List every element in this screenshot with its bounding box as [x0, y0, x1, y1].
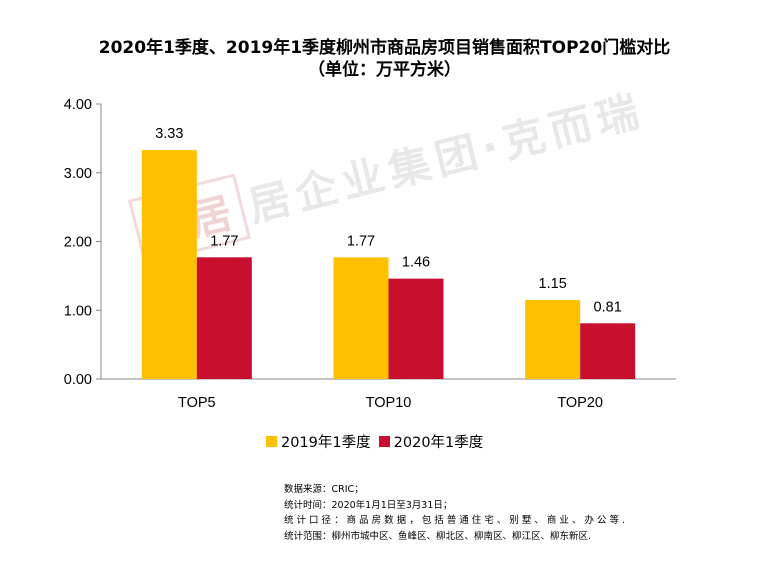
legend-item-2019: 2019年1季度 [266, 431, 371, 452]
y-tick-label: 2.00 [64, 235, 92, 251]
data-label: 1.15 [539, 276, 567, 292]
chart-subtitle-unit: （单位：万平方米） [308, 60, 461, 80]
bar [388, 278, 444, 379]
data-label: 1.77 [347, 233, 375, 249]
data-label: 3.33 [155, 126, 183, 142]
x-tick-label: TOP10 [366, 395, 412, 411]
bar [580, 323, 636, 379]
legend-label-2019: 2019年1季度 [281, 435, 371, 451]
legend-item-2020: 2020年1季度 [378, 431, 484, 452]
bar-chart: 0.00 1.00 2.00 3.00 4.00 TOP5 3.33 1.77 TOP10 1.7… [64, 97, 676, 411]
legend-swatch-2019 [266, 436, 277, 447]
note-area: 统计范围：柳州市城中区、鱼峰区、柳北区、柳南区、柳江区、柳东新区. [284, 530, 592, 542]
bar [525, 299, 581, 379]
y-tick-label: 1.00 [64, 303, 92, 319]
note-scope: 统 计 口 径 ： 商 品 房 数 据 ， 包 括 普 通 住 宅 、 别 墅 … [284, 515, 626, 526]
legend-swatch-2020 [378, 436, 390, 447]
x-tick-label: TOP5 [178, 395, 216, 411]
data-label: 0.81 [594, 299, 622, 315]
bar [141, 150, 197, 379]
data-label: 1.77 [210, 233, 238, 249]
y-tick-label: 4.00 [64, 97, 92, 113]
chart-title: 2020年1季度、2019年1季度柳州市商品房项目销售面积TOP20门槛对比 [98, 38, 671, 58]
x-tick-label: TOP20 [557, 395, 603, 411]
footnotes: 数据来源：CRIC； 统计时间：2020年1月1日至3月31日； 统 计 口 径… [284, 482, 625, 544]
y-tick-label: 0.00 [64, 372, 92, 388]
note-period: 统计时间：2020年1月1日至3月31日； [284, 499, 453, 511]
legend: 2019年1季度 2020年1季度 [266, 431, 491, 452]
bar [333, 257, 389, 379]
legend-label-2020: 2020年1季度 [393, 435, 484, 451]
data-label: 1.46 [402, 255, 430, 271]
y-tick-label: 3.00 [64, 166, 92, 182]
note-source: 数据来源：CRIC； [284, 484, 364, 495]
bar [196, 257, 252, 379]
